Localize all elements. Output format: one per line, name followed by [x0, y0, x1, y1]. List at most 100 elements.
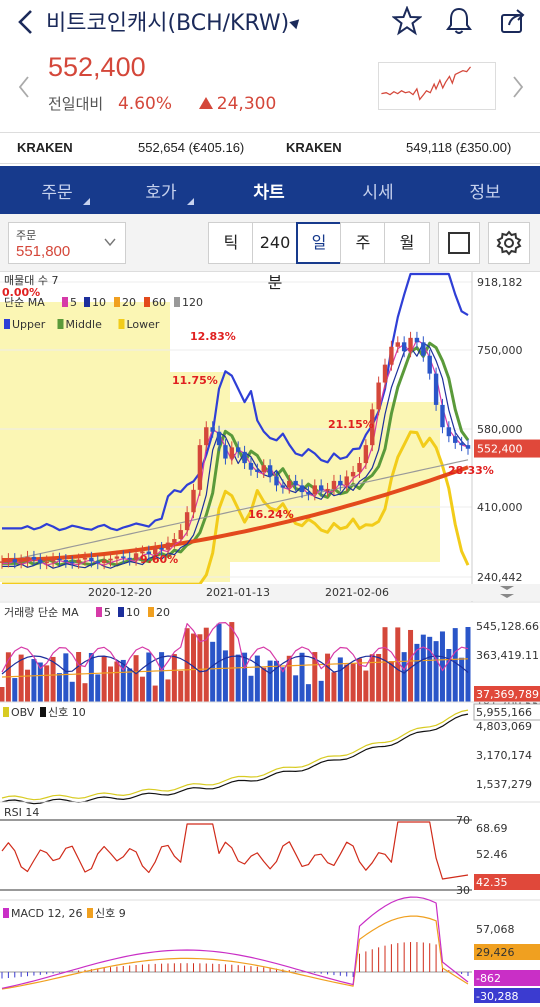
- sparkline-chart[interactable]: [378, 62, 496, 110]
- x-tick-label: 2021-01-13: [206, 586, 270, 599]
- fullscreen-button[interactable]: [438, 222, 480, 264]
- volume-bar: [293, 675, 299, 702]
- candle-body: [459, 442, 464, 446]
- volume-bar: [31, 659, 37, 702]
- ma60-line: [2, 465, 469, 562]
- candle-body: [76, 559, 81, 563]
- y-tick-label: 750,000: [477, 344, 523, 357]
- candle-body: [82, 557, 88, 560]
- band-legend-label: Upper: [12, 318, 46, 331]
- x-tick-label: 2021-02-06: [325, 586, 389, 599]
- volume-bar: [299, 652, 305, 702]
- candle-body: [453, 436, 458, 443]
- legend-color-swatch: [118, 319, 125, 329]
- candle-body: [101, 560, 107, 564]
- volume-bar: [25, 669, 31, 702]
- candle-body: [235, 447, 241, 452]
- volume-bar: [178, 670, 184, 702]
- legend-color-swatch: [84, 297, 90, 307]
- gear-icon: [496, 230, 522, 256]
- y-tick-label: 57,068: [476, 923, 515, 936]
- tab-market[interactable]: 시세: [362, 183, 394, 203]
- volume-bar: [356, 658, 362, 702]
- volume-bar: [459, 657, 465, 702]
- band-legend-label: Middle: [66, 318, 103, 331]
- volume-profile-percent: 12.83%: [190, 330, 236, 343]
- candle-body: [312, 485, 317, 495]
- candle-body: [38, 559, 43, 564]
- settings-button[interactable]: [488, 222, 530, 264]
- candle-body: [50, 558, 56, 562]
- price-change: 전일대비 4.60% 24,300: [48, 93, 276, 114]
- candle-body: [408, 337, 413, 352]
- candle-body: [108, 558, 113, 561]
- ma-legend-period: 10: [92, 296, 106, 309]
- obv-legend-label: OBV: [11, 706, 35, 719]
- volume-bar: [439, 631, 445, 702]
- square-icon: [448, 232, 470, 254]
- order-price-select[interactable]: 주문 551,800: [8, 222, 126, 264]
- volume-bar: [420, 634, 426, 702]
- prev-coin-chevron-icon[interactable]: [16, 74, 32, 100]
- candle-body: [465, 445, 471, 449]
- y-tick-label: 4,803,069: [476, 720, 532, 733]
- volume-profile-percent: 16.24%: [248, 508, 294, 521]
- candle-body: [318, 485, 324, 491]
- candle-body: [197, 445, 203, 490]
- volume-ma-period: 10: [126, 606, 140, 619]
- volume-bar: [267, 660, 273, 702]
- volume-ma-period: 5: [104, 606, 111, 619]
- tab-orderbook[interactable]: 호가: [126, 178, 196, 205]
- band-legend-label: Lower: [127, 318, 160, 331]
- tab-info[interactable]: 정보: [469, 183, 501, 203]
- chart-canvas[interactable]: 918,182 750,000 580,000 410,000 240,442 0.00%…: [0, 272, 540, 1003]
- volume-profile-percent: 11.75%: [172, 374, 218, 387]
- period-tick-button[interactable]: 틱: [208, 222, 254, 264]
- up-triangle-icon: [198, 97, 213, 109]
- share-icon[interactable]: [498, 6, 528, 36]
- legend-color-swatch: [148, 607, 154, 617]
- candle-body: [382, 364, 388, 383]
- volume-bar: [312, 652, 318, 702]
- tab-order[interactable]: 주문: [22, 178, 92, 205]
- macd-hist-tag: [474, 988, 540, 1003]
- macd-signal-tag: [474, 944, 540, 960]
- candle-body: [133, 553, 139, 560]
- star-icon[interactable]: [392, 6, 422, 36]
- y-tick-label: 68.69: [476, 822, 508, 835]
- volume-bar: [337, 657, 343, 702]
- chart-area[interactable]: 918,182 750,000 580,000 410,000 240,442 0.00%…: [0, 272, 540, 1003]
- volume-bar: [101, 656, 107, 702]
- volume-bar: [12, 678, 18, 702]
- period-week-button[interactable]: 주: [340, 222, 386, 264]
- ma5-line: [2, 339, 469, 566]
- volume-bar: [197, 634, 203, 702]
- legend-color-swatch: [114, 297, 120, 307]
- macd-value-tag: [474, 970, 540, 986]
- back-chevron-icon[interactable]: [14, 8, 40, 36]
- tab-chart[interactable]: 차트: [253, 183, 285, 203]
- period-240min-button[interactable]: 240분: [252, 222, 298, 292]
- period-month-button[interactable]: 월: [384, 222, 430, 264]
- exchange-name: KRAKEN: [286, 140, 342, 155]
- page-title[interactable]: 비트코인캐시(BCH/KRW): [46, 5, 303, 37]
- y-tick-label: 3,170,174: [476, 749, 532, 762]
- candle-body: [255, 469, 260, 472]
- legend-color-swatch: [4, 319, 10, 329]
- legend-color-swatch: [118, 607, 124, 617]
- bell-icon[interactable]: [444, 6, 474, 36]
- volume-ma5-line: [1, 622, 469, 673]
- candle-body: [433, 373, 439, 405]
- period-day-button[interactable]: 일: [296, 222, 342, 264]
- candle-body: [70, 561, 75, 564]
- candle-body: [395, 342, 400, 347]
- legend-color-swatch: [40, 707, 46, 717]
- candle-body: [25, 556, 30, 561]
- next-coin-chevron-icon[interactable]: [510, 74, 526, 100]
- top-bar: 비트코인캐시(BCH/KRW): [0, 0, 540, 44]
- candle-body: [146, 551, 152, 555]
- volume-bar: [146, 652, 152, 702]
- candle-body: [421, 342, 426, 356]
- legend-color-swatch: [144, 297, 150, 307]
- volume-bar: [50, 656, 56, 702]
